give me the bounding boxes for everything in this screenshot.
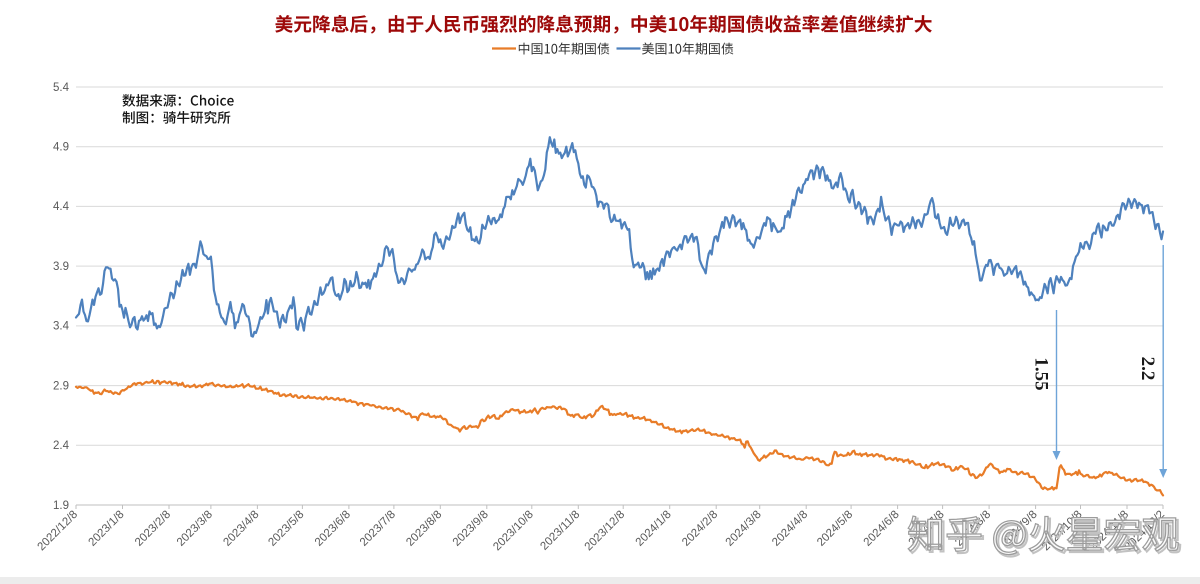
svg-text:2.4: 2.4 — [53, 440, 70, 452]
svg-text:2.9: 2.9 — [53, 380, 69, 392]
svg-text:5.4: 5.4 — [53, 82, 70, 94]
svg-text:1.9: 1.9 — [53, 500, 69, 512]
svg-text:4.9: 4.9 — [53, 142, 69, 154]
svg-text:3.9: 3.9 — [53, 261, 69, 273]
svg-text:4.4: 4.4 — [53, 201, 70, 213]
svg-text:3.4: 3.4 — [53, 321, 70, 333]
svg-text:2.2: 2.2 — [1137, 357, 1158, 381]
svg-text:1.55: 1.55 — [1031, 357, 1052, 390]
